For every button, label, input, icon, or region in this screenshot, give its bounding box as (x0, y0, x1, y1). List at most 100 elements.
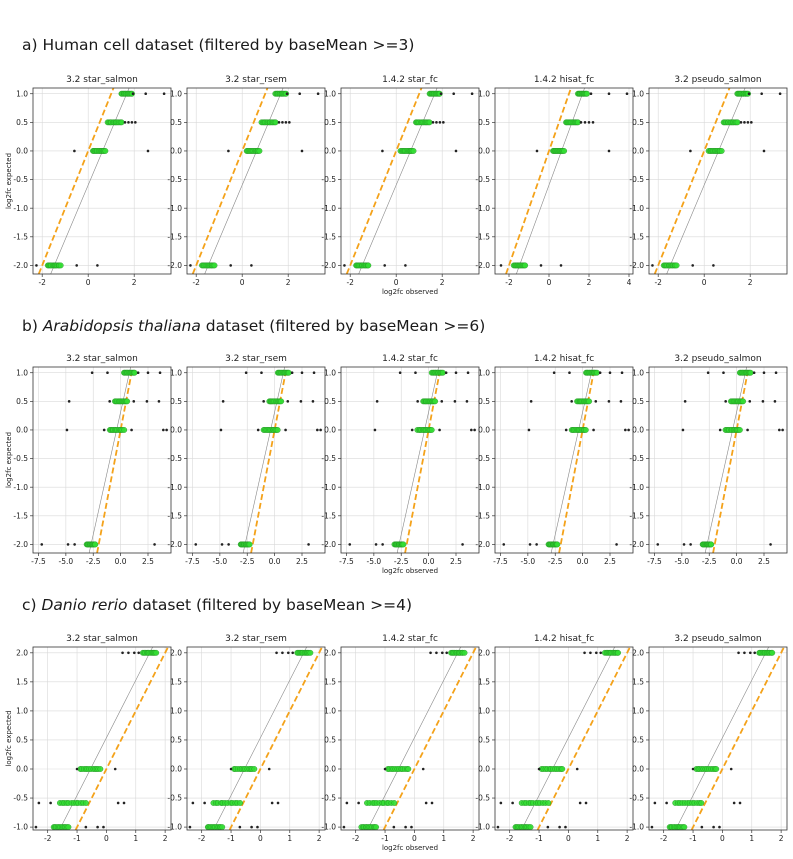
x-tick-label: -7.5 (339, 557, 354, 566)
point-green (219, 824, 226, 830)
point-outlier (738, 801, 742, 805)
fit-line (704, 367, 747, 553)
point-green (211, 262, 218, 269)
y-tick-label: -2.0 (13, 261, 28, 270)
y-tick-label: -1.5 (167, 511, 182, 520)
y-tick-label: 2.0 (170, 648, 182, 657)
point-green (102, 148, 109, 154)
panel-1: -2 0 2 -2.0 -1.5 -1.0 -0.5 0.0 0.5 1.0 3.2 star_rs… (167, 75, 326, 287)
x-tick-label: 2 (317, 834, 322, 843)
point-outlier (90, 371, 94, 375)
point-outlier (165, 428, 168, 432)
x-tick-label: 2 (132, 278, 137, 287)
y-tick-label: 1.0 (632, 89, 644, 98)
point-outlier (227, 543, 230, 546)
x-tick-label: -2 (38, 278, 46, 287)
point-outlier (96, 825, 99, 829)
point-green (740, 398, 747, 405)
point-outlier (691, 767, 695, 771)
point-outlier (102, 428, 106, 432)
x-tick-label: 2 (471, 834, 476, 843)
y-tick-label: -1.0 (321, 204, 336, 213)
identity-line (345, 88, 423, 274)
y-tick-label: 0.0 (632, 426, 644, 435)
point-outlier (256, 825, 259, 829)
identity-line (404, 367, 442, 553)
point-outlier (442, 121, 445, 124)
x-tick-label: 1 (749, 834, 754, 843)
panel-12: -2 -1 0 1 2 -1.0 -0.5 0.0 0.5 1.0 1.5 2.0 1.4.2 star… (321, 634, 480, 852)
point-outlier (188, 825, 192, 829)
point-outlier (706, 371, 710, 375)
panel-4: -2 0 2 -2.0 -1.5 -1.0 -0.5 0.0 0.5 1.0 3.2 pseudo_… (629, 75, 788, 287)
panel-title: 1.4.2 star_fc (382, 75, 438, 85)
point-outlier (158, 371, 162, 375)
x-tick-label: -2 (352, 834, 360, 843)
point-outlier (300, 149, 304, 153)
point-green (373, 824, 379, 830)
point-outlier (743, 121, 746, 124)
point-outlier (229, 264, 232, 267)
axes-frame (32, 366, 172, 554)
point-green (734, 119, 741, 126)
x-tick-label: 2 (748, 278, 753, 287)
y-tick-label: -1.5 (13, 232, 28, 241)
point-outlier (683, 400, 687, 403)
x-tick-label: -5.0 (521, 557, 536, 566)
y-tick-label: 1.5 (16, 677, 28, 686)
panel-10: -2 -1 0 1 2 -1.0 -0.5 0.0 0.5 1.0 1.5 2.0 3.2 star_s… (5, 634, 172, 843)
point-outlier (607, 149, 611, 153)
point-outlier (162, 92, 166, 96)
plot-area (502, 367, 630, 553)
point-outlier (381, 543, 384, 546)
y-tick-label: -1.0 (475, 204, 490, 213)
point-outlier (592, 428, 595, 432)
point-outlier (106, 371, 109, 375)
x-tick-label: 2 (286, 278, 291, 287)
x-tick-label: -2 (346, 278, 354, 287)
fit-line (521, 647, 615, 830)
point-outlier (276, 801, 280, 805)
x-tick-label: 0.0 (423, 557, 435, 566)
y-tick-label: 1.0 (324, 89, 336, 98)
point-outlier (130, 428, 133, 432)
point-green (246, 541, 253, 548)
x-tick-label: 1 (595, 834, 600, 843)
fit-line (50, 88, 130, 274)
point-outlier (49, 801, 52, 805)
y-tick-label: -1.0 (13, 483, 28, 492)
point-green (461, 649, 468, 656)
point-outlier (718, 428, 722, 432)
point-outlier (73, 149, 76, 153)
point-outlier (746, 428, 749, 432)
y-tick-label: 0.0 (170, 147, 182, 156)
fit-line (358, 88, 438, 274)
point-outlier (748, 400, 752, 403)
point-outlier (375, 400, 379, 403)
point-outlier (291, 651, 295, 655)
identity-line (712, 367, 750, 553)
y-tick-label: 0.0 (16, 765, 28, 774)
identity-line (37, 88, 115, 274)
plot-area (343, 88, 474, 274)
point-outlier (435, 121, 438, 124)
x-tick-label: 2 (440, 278, 445, 287)
y-tick-label: -1.0 (13, 204, 28, 213)
point-green (365, 262, 372, 269)
y-tick-label: 0.0 (16, 147, 28, 156)
point-outlier (373, 428, 377, 432)
y-tick-label: -2.0 (475, 261, 490, 270)
x-tick-label: 0.0 (269, 557, 281, 566)
x-tick-label: 2.5 (604, 557, 616, 566)
fit-line (88, 367, 131, 553)
x-axis-label: log2fc observed (382, 567, 438, 575)
point-outlier (599, 651, 603, 655)
point-outlier (608, 371, 612, 375)
panel-title: 3.2 pseudo_salmon (674, 634, 761, 644)
point-outlier (37, 801, 41, 805)
point-outlier (65, 428, 69, 432)
panel-title: 1.4.2 hisat_fc (534, 354, 594, 364)
panel-title: 3.2 star_rsem (225, 354, 287, 364)
y-tick-label: 0.0 (170, 426, 182, 435)
y-tick-label: 1.5 (170, 677, 182, 686)
